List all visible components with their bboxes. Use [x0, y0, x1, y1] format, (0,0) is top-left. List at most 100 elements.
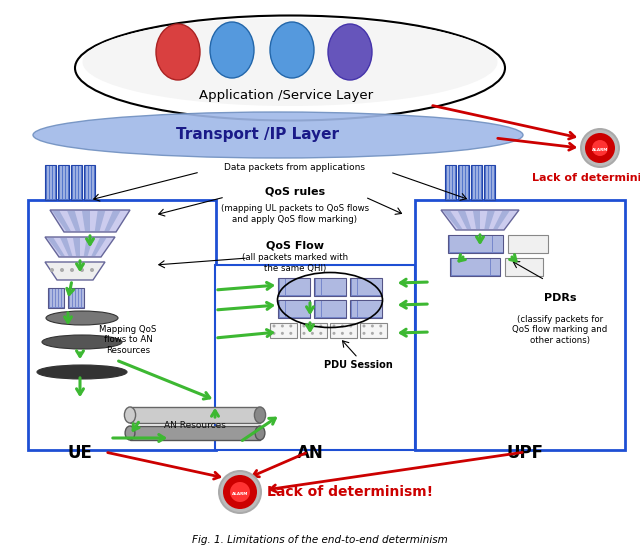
Circle shape	[218, 470, 262, 514]
Bar	[461, 259, 470, 275]
Circle shape	[362, 324, 365, 328]
Bar	[322, 279, 328, 295]
Bar	[285, 301, 291, 317]
Bar	[505, 258, 543, 276]
Bar	[351, 279, 357, 295]
Bar	[460, 166, 462, 199]
Bar	[278, 300, 310, 318]
Bar	[340, 301, 346, 317]
Bar	[298, 301, 304, 317]
Circle shape	[582, 130, 618, 166]
Text: ALARM: ALARM	[592, 148, 608, 152]
Text: ALARM: ALARM	[232, 492, 248, 496]
Circle shape	[50, 268, 54, 272]
Bar	[68, 288, 84, 308]
Bar	[492, 166, 494, 199]
Circle shape	[303, 332, 305, 335]
Circle shape	[380, 332, 382, 335]
Bar	[471, 236, 481, 252]
Text: UE: UE	[68, 444, 92, 462]
Bar	[56, 289, 58, 307]
Bar	[72, 289, 75, 307]
Bar	[479, 166, 481, 199]
Bar	[285, 279, 291, 295]
Ellipse shape	[270, 22, 314, 78]
Circle shape	[273, 324, 275, 328]
Circle shape	[311, 332, 314, 335]
Ellipse shape	[125, 426, 135, 440]
Circle shape	[319, 332, 323, 335]
Bar	[493, 236, 503, 252]
Circle shape	[341, 324, 344, 328]
Bar	[458, 165, 469, 200]
Bar	[47, 166, 49, 199]
Circle shape	[281, 324, 284, 328]
Circle shape	[60, 268, 64, 272]
Bar	[314, 300, 346, 318]
Bar	[60, 166, 62, 199]
Ellipse shape	[255, 426, 265, 440]
Circle shape	[371, 324, 374, 328]
Circle shape	[580, 128, 620, 168]
Circle shape	[341, 332, 344, 335]
Ellipse shape	[83, 18, 497, 106]
Ellipse shape	[37, 365, 127, 379]
Bar	[449, 166, 452, 199]
Polygon shape	[47, 238, 65, 256]
Polygon shape	[45, 237, 115, 257]
Text: Transport /IP Layer: Transport /IP Layer	[177, 128, 339, 142]
Circle shape	[592, 140, 608, 156]
Bar	[298, 279, 304, 295]
Polygon shape	[104, 211, 120, 231]
Circle shape	[70, 268, 74, 272]
Circle shape	[311, 324, 314, 328]
Bar	[471, 165, 482, 200]
Bar	[350, 278, 382, 296]
Bar	[58, 165, 69, 200]
Bar	[334, 301, 340, 317]
Bar	[28, 200, 216, 450]
Polygon shape	[83, 211, 90, 231]
Bar	[304, 279, 310, 295]
Bar	[63, 166, 65, 199]
Bar	[314, 278, 346, 296]
Circle shape	[319, 324, 323, 328]
Bar	[488, 166, 492, 199]
Bar	[71, 165, 82, 200]
Bar	[52, 289, 55, 307]
Bar	[328, 279, 333, 295]
Bar	[360, 323, 387, 338]
Bar	[460, 236, 470, 252]
Bar	[486, 166, 488, 199]
Bar	[481, 259, 490, 275]
Text: UPF: UPF	[506, 444, 543, 462]
Bar	[316, 279, 321, 295]
Text: Lack of determinism!: Lack of determinism!	[267, 485, 433, 499]
Circle shape	[585, 133, 615, 163]
Ellipse shape	[210, 22, 254, 78]
Circle shape	[333, 324, 335, 328]
Circle shape	[273, 332, 275, 335]
Bar	[61, 289, 64, 307]
Bar	[350, 300, 382, 318]
Circle shape	[220, 472, 260, 512]
Circle shape	[380, 324, 382, 328]
Bar	[280, 301, 285, 317]
Bar	[472, 166, 475, 199]
Polygon shape	[60, 238, 72, 256]
Text: AN: AN	[296, 444, 323, 462]
Ellipse shape	[42, 335, 122, 349]
Bar	[334, 279, 340, 295]
Bar	[278, 278, 310, 296]
Circle shape	[230, 482, 250, 502]
Ellipse shape	[328, 24, 372, 80]
Polygon shape	[74, 238, 80, 256]
Polygon shape	[67, 211, 81, 231]
Ellipse shape	[46, 311, 118, 325]
Bar	[130, 426, 260, 440]
Circle shape	[371, 332, 374, 335]
Bar	[466, 166, 468, 199]
Bar	[328, 301, 333, 317]
Bar	[58, 289, 61, 307]
Circle shape	[333, 332, 335, 335]
